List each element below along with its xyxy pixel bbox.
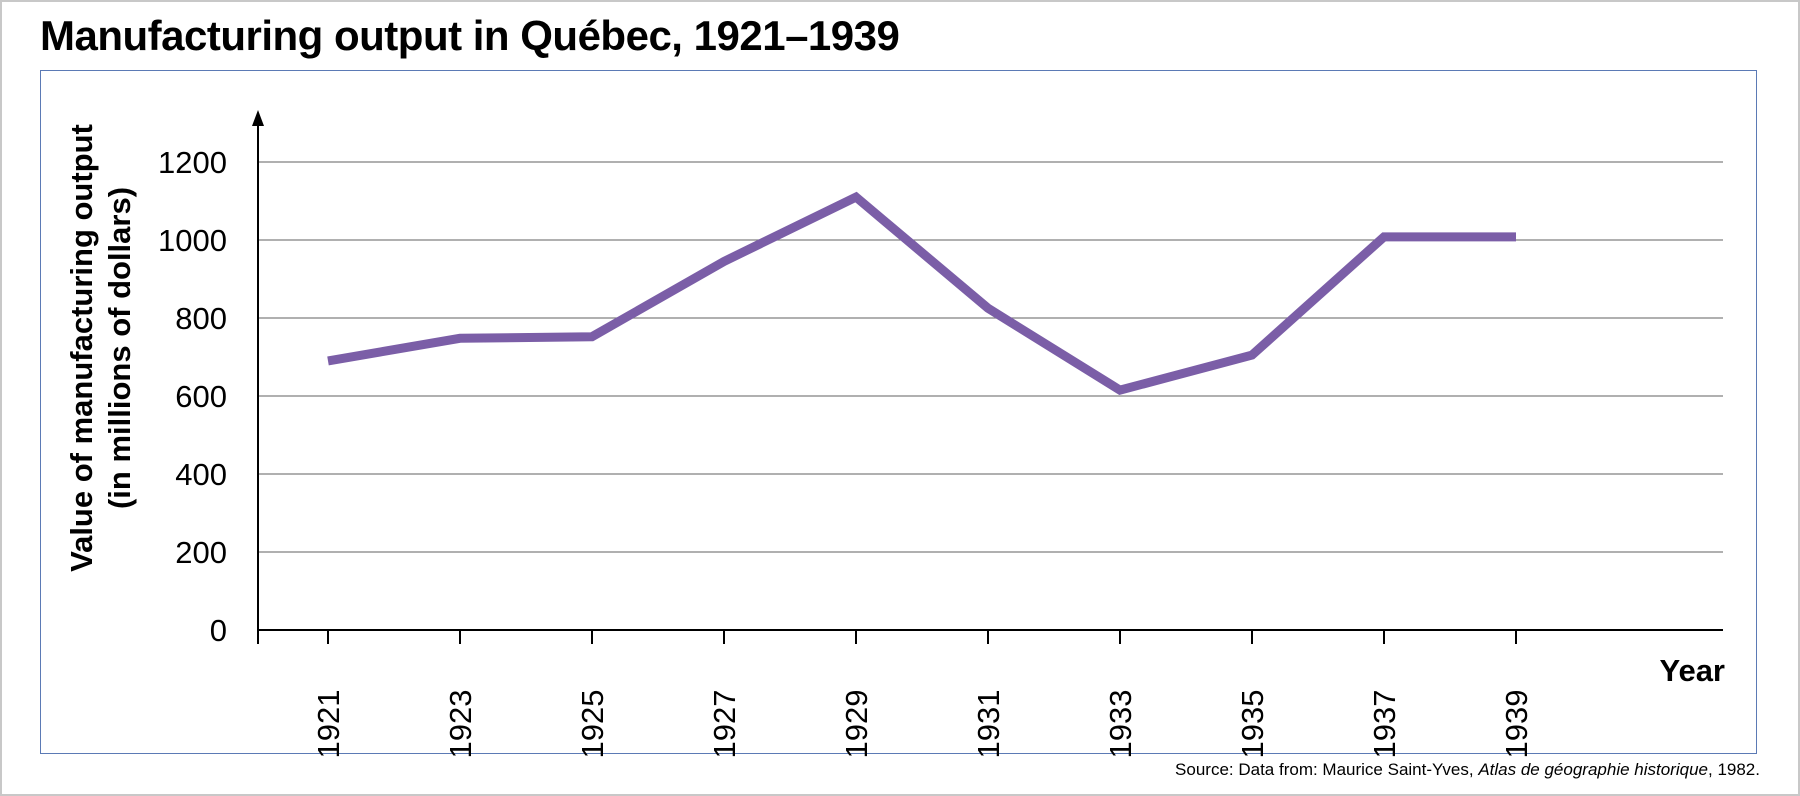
chart-area	[40, 70, 1757, 754]
series-group	[327, 191, 1517, 395]
source-work: Atlas de géographie historique	[1478, 760, 1708, 779]
y-axis-arrow-icon	[252, 110, 264, 126]
x-tick-label: 1935	[1235, 690, 1270, 759]
x-tick-label: 1927	[707, 690, 742, 759]
x-tick-label: 1931	[971, 690, 1006, 759]
x-tick-label: 1921	[311, 690, 346, 759]
y-tick-label: 1000	[158, 223, 227, 258]
y-axis-label-line1: Value of manufacturing output	[64, 124, 99, 572]
y-tick-label: 400	[175, 457, 227, 492]
source-prefix: Source: Data from: Maurice Saint-Yves,	[1175, 760, 1479, 779]
series-line	[327, 191, 1516, 395]
x-axis-label: Year	[1659, 653, 1725, 688]
y-tick-labels: 0 200 400 600 800 1000 1200	[158, 145, 227, 648]
y-tick-label: 200	[175, 535, 227, 570]
source-suffix: , 1982.	[1708, 760, 1760, 779]
x-tick-label: 1933	[1103, 690, 1138, 759]
gridlines	[258, 161, 1723, 553]
x-tick-labels: 1921 1923 1925 1927 1929 1931 1933 1935 1937 1939	[257, 630, 1534, 759]
x-tick-label: 1939	[1499, 690, 1534, 759]
y-tick-label: 800	[175, 301, 227, 336]
chart-title: Manufacturing output in Québec, 1921–193…	[40, 12, 900, 59]
source-note: Source: Data from: Maurice Saint-Yves, A…	[1175, 760, 1760, 780]
x-tick-label: 1925	[575, 690, 610, 759]
x-tick-label: 1923	[443, 690, 478, 759]
axes	[252, 110, 1723, 631]
y-tick-label: 1200	[158, 145, 227, 180]
x-tick-label: 1929	[839, 690, 874, 759]
y-axis-label-line2: (in millions of dollars)	[102, 187, 137, 509]
y-tick-label: 0	[210, 613, 227, 648]
y-tick-label: 600	[175, 379, 227, 414]
x-tick-label: 1937	[1367, 690, 1402, 759]
